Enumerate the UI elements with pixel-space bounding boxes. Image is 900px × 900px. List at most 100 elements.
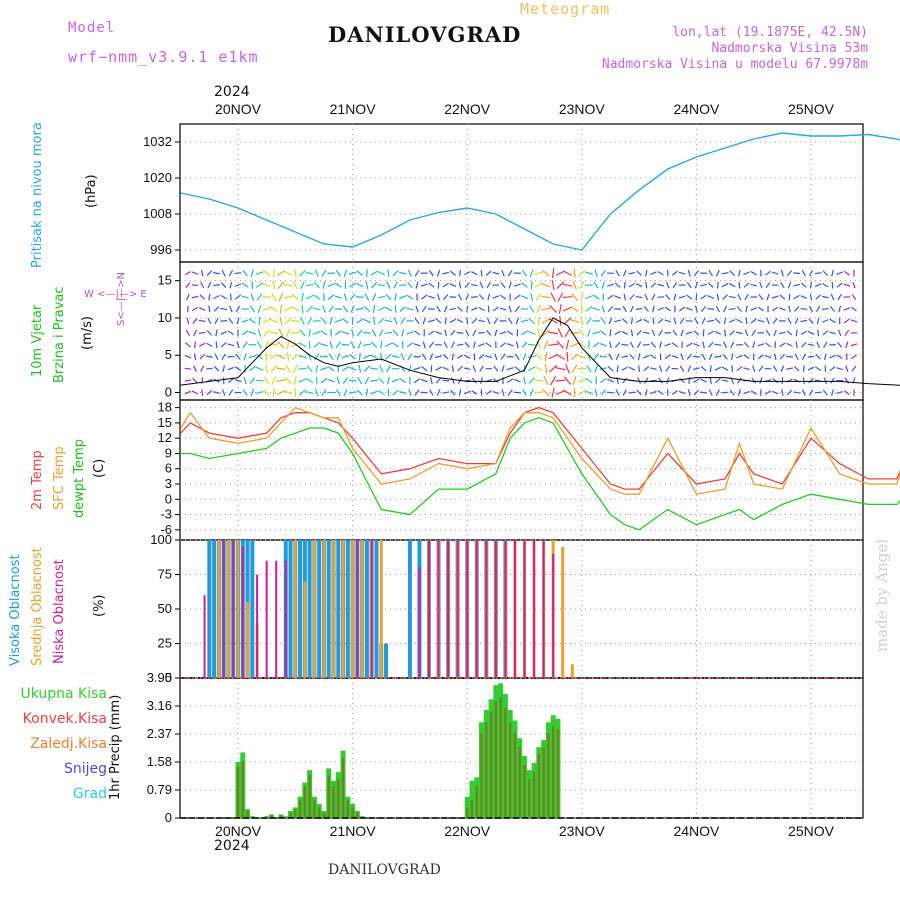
wind-arrow xyxy=(198,307,206,311)
wind-arrow xyxy=(250,388,255,397)
wind-arrow xyxy=(838,305,842,313)
wind-arrow xyxy=(530,281,533,290)
wind-arrow xyxy=(837,293,842,301)
wind-arrow xyxy=(793,391,801,394)
wind-arrow xyxy=(643,366,650,372)
wind-arrow xyxy=(313,341,321,348)
wind-arrow xyxy=(584,390,593,395)
precip-conv-bar xyxy=(270,815,273,818)
wind-arrow xyxy=(850,319,858,323)
precip-conv-bar xyxy=(294,809,297,818)
wind-arrow xyxy=(635,307,643,311)
wind-arrow xyxy=(427,319,435,323)
wind-arrow xyxy=(428,282,435,288)
wind-arrow xyxy=(420,378,428,383)
wind-arrow xyxy=(629,341,634,349)
wind-arrow xyxy=(779,294,786,300)
wind-arrow xyxy=(672,329,678,336)
wind-arrow xyxy=(450,389,456,396)
y-tick-label: 1008 xyxy=(143,206,172,221)
wind-arrow xyxy=(528,317,536,325)
wind-arrow xyxy=(614,308,622,310)
precip-conv-bar xyxy=(246,810,249,818)
wind-arrow xyxy=(379,364,384,373)
wind-arrow xyxy=(514,294,521,300)
wind-arrow xyxy=(642,354,650,359)
wind-arrow xyxy=(400,353,405,361)
wind-arrow xyxy=(771,390,779,395)
wind-arrow xyxy=(384,331,393,334)
wind-arrow xyxy=(615,353,620,361)
wind-arrow xyxy=(242,341,248,349)
wind-arrow xyxy=(407,353,413,361)
wind-arrow xyxy=(236,341,240,349)
wind-arrow xyxy=(729,389,735,396)
wind-arrow xyxy=(478,294,485,300)
wind-arrow xyxy=(414,269,420,277)
wind-arrow xyxy=(520,319,529,323)
wind-arrow xyxy=(377,295,386,299)
wind-arrow xyxy=(372,317,376,325)
wind-arrow xyxy=(700,294,707,300)
wind-arrow xyxy=(728,318,736,323)
footer-location: DANILOVGRAD xyxy=(328,862,441,878)
wind-arrow xyxy=(363,318,371,324)
wind-arrow xyxy=(406,307,414,311)
wind-arrow xyxy=(700,306,707,312)
wind-arrow xyxy=(520,295,529,299)
wind-arrow xyxy=(407,269,412,277)
wind-arrow xyxy=(213,391,220,394)
wind-arrow xyxy=(322,281,326,289)
wind-arrow xyxy=(822,270,829,277)
wind-arrow xyxy=(465,329,470,337)
wind-arrow xyxy=(637,353,641,361)
wind-arrow xyxy=(562,270,572,277)
wind-arrow xyxy=(429,353,434,361)
wind-arrow xyxy=(562,283,573,287)
wind-arrow xyxy=(786,355,793,358)
wind-arrow xyxy=(623,293,627,301)
wind-arrow xyxy=(464,341,470,348)
cloud-mid-bar xyxy=(217,540,221,678)
wind-arrow xyxy=(386,376,390,385)
wind-arrow xyxy=(290,319,300,323)
wind-arrow xyxy=(291,353,299,361)
wind-arrow xyxy=(693,270,699,277)
wind-arrow xyxy=(276,270,286,277)
wind-arrow xyxy=(256,341,263,349)
wind-arrow xyxy=(700,391,708,394)
wind-arrow xyxy=(451,365,455,373)
wind-arrow xyxy=(521,282,528,288)
wind-arrow xyxy=(342,305,349,313)
wind-arrow xyxy=(193,353,197,361)
wind-arrow xyxy=(787,281,792,289)
wind-arrow xyxy=(283,389,293,396)
wind-arrow xyxy=(220,331,227,335)
wind-arrow xyxy=(473,341,476,349)
wind-arrow xyxy=(248,331,257,335)
wind-arrow xyxy=(214,317,219,325)
wind-arrow xyxy=(630,317,634,325)
wind-arrow xyxy=(429,389,434,396)
wind-arrow xyxy=(228,317,234,324)
wind-arrow xyxy=(413,330,421,336)
wind-arrow xyxy=(356,270,364,277)
wind-arrow xyxy=(355,283,364,288)
wind-arrow xyxy=(292,364,298,373)
wind-arrow xyxy=(321,269,327,277)
wind-arrow xyxy=(443,294,449,301)
wind-arrow xyxy=(449,270,456,276)
wind-arrow xyxy=(765,329,771,336)
y-tick-label: 3.95 xyxy=(147,670,172,685)
precip-conv-bar xyxy=(351,807,354,818)
wind-arrow xyxy=(737,293,742,301)
wind-arrow xyxy=(543,376,549,386)
wind-arrow xyxy=(507,317,513,325)
wind-arrow xyxy=(780,269,784,277)
wind-arrow xyxy=(463,390,471,395)
wind-arrow xyxy=(428,270,434,277)
cloud-low-bar xyxy=(504,540,507,678)
precip-conv-bar xyxy=(332,786,335,818)
wind-arrow xyxy=(795,329,798,337)
wind-arrow xyxy=(248,366,256,372)
